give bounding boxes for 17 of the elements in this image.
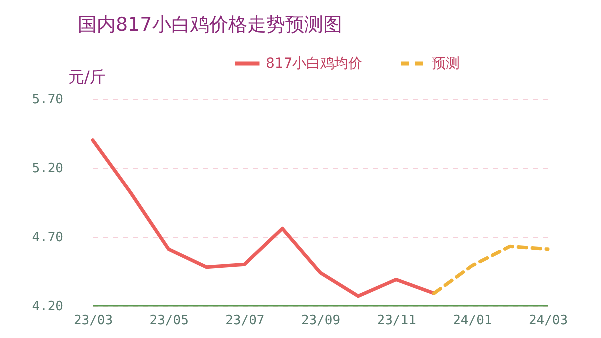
y-tick-label: 4.70 — [32, 230, 64, 246]
x-tick-label: 23/03 — [74, 314, 114, 328]
x-tick-label: 24/01 — [453, 314, 492, 328]
x-tick-label: 24/03 — [528, 314, 568, 328]
x-tick-label: 23/05 — [150, 314, 189, 328]
y-tick-label: 5.20 — [32, 162, 64, 176]
x-tick-label: 23/09 — [301, 314, 341, 328]
line-series — [91, 138, 436, 298]
legend-label: 预测 — [432, 56, 460, 72]
y-tick-label: 4.20 — [32, 300, 64, 314]
legend-label: 817小白鸡均价 — [266, 56, 363, 72]
y-axis-title: 元/斤 — [68, 68, 106, 86]
chart-title: 国内817小白鸡价格走势预测图 — [78, 14, 342, 36]
y-tick-label: 5.70 — [32, 92, 64, 108]
x-tick-label: 23/11 — [377, 314, 416, 328]
x-tick-label: 23/07 — [226, 314, 265, 328]
line-series — [432, 244, 550, 296]
